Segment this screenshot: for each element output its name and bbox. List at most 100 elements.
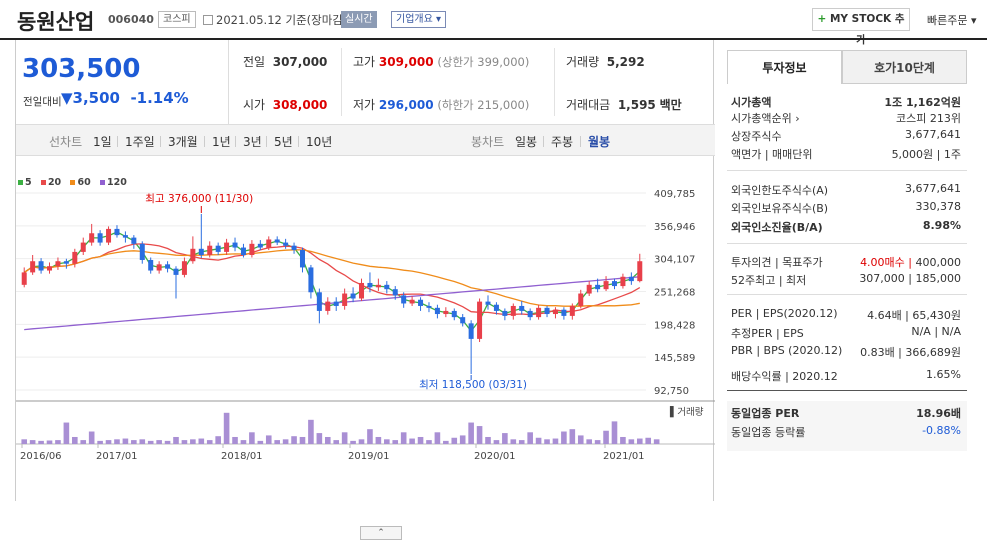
current-price: 303,500 bbox=[22, 54, 141, 84]
divider bbox=[554, 48, 555, 116]
date-line: 2021.05.12 기준(장마감) bbox=[203, 12, 347, 28]
candle-monthly[interactable]: 월봉 bbox=[588, 135, 611, 149]
volume: 거래량 5,292 bbox=[566, 53, 645, 70]
candle-body bbox=[510, 305, 516, 316]
volume-bar bbox=[443, 440, 449, 444]
mystock-add-button[interactable]: + MY STOCK 추가 bbox=[812, 8, 910, 46]
info-value: 8.98% bbox=[922, 219, 961, 232]
candle-body bbox=[342, 293, 348, 306]
header-divider bbox=[0, 38, 987, 40]
tab-invest-info[interactable]: 투자정보 bbox=[727, 50, 842, 84]
volume-bar bbox=[206, 440, 213, 444]
candle-body bbox=[55, 261, 61, 267]
volume-bar bbox=[265, 435, 272, 444]
info-row: 시가총액 1조 1,162억원 bbox=[729, 94, 961, 110]
volume-bar bbox=[510, 439, 517, 444]
realtime-button[interactable]: 실시간 bbox=[341, 11, 377, 28]
volume-bar bbox=[114, 439, 120, 444]
line-chart-label[interactable]: 선차트 bbox=[49, 135, 83, 149]
low-annotation: 최저 118,500 (03/31) bbox=[419, 379, 527, 391]
upper-limit: (상한가 399,000) bbox=[437, 55, 530, 69]
info-value-highlight: 4.00매수 | bbox=[860, 256, 916, 269]
volume-bar bbox=[620, 436, 626, 444]
candle-body bbox=[603, 281, 609, 290]
volume-bar bbox=[468, 422, 474, 444]
candle-body bbox=[426, 305, 432, 308]
candle-body bbox=[628, 276, 634, 282]
change-percent: -1.14% bbox=[130, 89, 189, 107]
volume-bar bbox=[249, 432, 255, 444]
period-10y[interactable]: 10년 bbox=[306, 135, 333, 149]
volume-bar bbox=[257, 440, 264, 444]
period-3m[interactable]: 3개월 bbox=[168, 135, 198, 149]
volume-bar bbox=[426, 440, 432, 444]
candle-body bbox=[283, 242, 289, 246]
ma120-line bbox=[24, 276, 640, 331]
info-label: 배당수익률 | 2020.12 bbox=[731, 370, 838, 383]
volume-bar bbox=[459, 435, 466, 444]
amount-unit: 백만 bbox=[659, 98, 682, 112]
period-1y[interactable]: 1년 bbox=[212, 135, 231, 149]
volume-bar bbox=[55, 440, 61, 444]
info-value: 1조 1,162억원 bbox=[884, 96, 961, 109]
tab-orderbook[interactable]: 호가10단계 bbox=[842, 50, 967, 84]
candle-body bbox=[148, 259, 154, 271]
period-5y[interactable]: 5년 bbox=[274, 135, 293, 149]
volume-bar bbox=[409, 438, 415, 444]
volume-bar bbox=[80, 440, 87, 444]
candle-body bbox=[350, 293, 356, 299]
candle-body bbox=[536, 307, 542, 318]
stock-code: 006040 bbox=[108, 13, 154, 26]
volume-bar bbox=[569, 429, 576, 444]
price-summary: 전일 307,000 시가 308,000 고가 309,000 (상한가 39… bbox=[229, 40, 715, 124]
company-info-dropdown[interactable]: 기업개요 ▾ bbox=[391, 11, 446, 28]
price-change: ▼3,500 -1.14% bbox=[61, 89, 189, 107]
candle-body bbox=[266, 239, 272, 248]
candle-body bbox=[207, 245, 213, 256]
volume-bar bbox=[232, 436, 238, 444]
date-text: 2021.05.12 bbox=[216, 13, 282, 27]
volume-bar bbox=[502, 433, 508, 444]
candle-weekly[interactable]: 주봉 bbox=[551, 135, 574, 149]
legend-ma60: 60 bbox=[70, 177, 91, 188]
info-label: 상장주식수 bbox=[731, 130, 782, 143]
volume-bar bbox=[88, 431, 95, 444]
volume-bar bbox=[535, 437, 542, 444]
volume-bar bbox=[282, 439, 289, 444]
stock-chart[interactable]: 409,785 356,946 304,107 251,268 198,428 145,5… bbox=[16, 156, 715, 501]
info-row: 52주최고 | 최저 307,000 | 185,000 bbox=[729, 272, 961, 288]
candle-body bbox=[139, 243, 145, 260]
period-1d[interactable]: 1일 bbox=[93, 135, 112, 149]
y-tick-label: 356,946 bbox=[654, 222, 695, 233]
invest-info-panel: 투자정보 호가10단계 시가총액 1조 1,162억원 시가총액순위 › 코스피 21… bbox=[727, 50, 967, 495]
info-row: 외국인한도주식수(A) 3,677,641 bbox=[729, 182, 961, 198]
candle-body bbox=[63, 261, 69, 264]
info-row: 동일업종 PER 18.96배 bbox=[729, 405, 961, 421]
volume-bar bbox=[367, 429, 373, 444]
volume-bar bbox=[392, 440, 399, 444]
volume-bar bbox=[215, 436, 221, 444]
volume-bar bbox=[611, 421, 618, 444]
legend-ma120: 120 bbox=[100, 177, 127, 188]
volume-bar bbox=[493, 440, 500, 444]
volume-bar bbox=[63, 422, 70, 444]
volume-bar bbox=[384, 439, 390, 444]
candle-chart-label[interactable]: 봉차트 bbox=[471, 135, 505, 149]
candle-body bbox=[401, 295, 407, 304]
prev-close-label: 전일 bbox=[243, 55, 266, 69]
candle-body bbox=[97, 233, 103, 243]
x-tick-label: 2018/01 bbox=[221, 451, 263, 462]
candle-body bbox=[544, 307, 550, 315]
prev-compare-label: 전일대비 bbox=[23, 96, 62, 108]
volume-bar bbox=[333, 440, 340, 444]
volume-bar bbox=[552, 438, 559, 444]
period-1w[interactable]: 1주일 bbox=[125, 135, 155, 149]
candle-daily[interactable]: 일봉 bbox=[515, 135, 538, 149]
collapse-toggle[interactable]: ⌃ bbox=[360, 526, 402, 540]
period-3y[interactable]: 3년 bbox=[243, 135, 262, 149]
volume-bar bbox=[518, 440, 525, 444]
volume-bar bbox=[417, 436, 424, 444]
candle-body bbox=[181, 261, 187, 275]
fast-order-dropdown[interactable]: 빠른주문 ▾ bbox=[927, 14, 977, 27]
candle-body bbox=[443, 310, 449, 315]
